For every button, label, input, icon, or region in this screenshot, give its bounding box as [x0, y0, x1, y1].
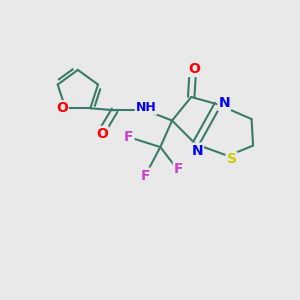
Text: O: O [56, 101, 68, 115]
Text: O: O [188, 62, 200, 76]
Text: N: N [191, 144, 203, 158]
Text: NH: NH [136, 101, 157, 114]
Text: F: F [141, 169, 150, 183]
Text: O: O [96, 127, 108, 141]
Text: F: F [174, 161, 183, 176]
Text: F: F [124, 130, 134, 144]
Text: S: S [226, 152, 237, 167]
Text: N: N [218, 96, 230, 110]
